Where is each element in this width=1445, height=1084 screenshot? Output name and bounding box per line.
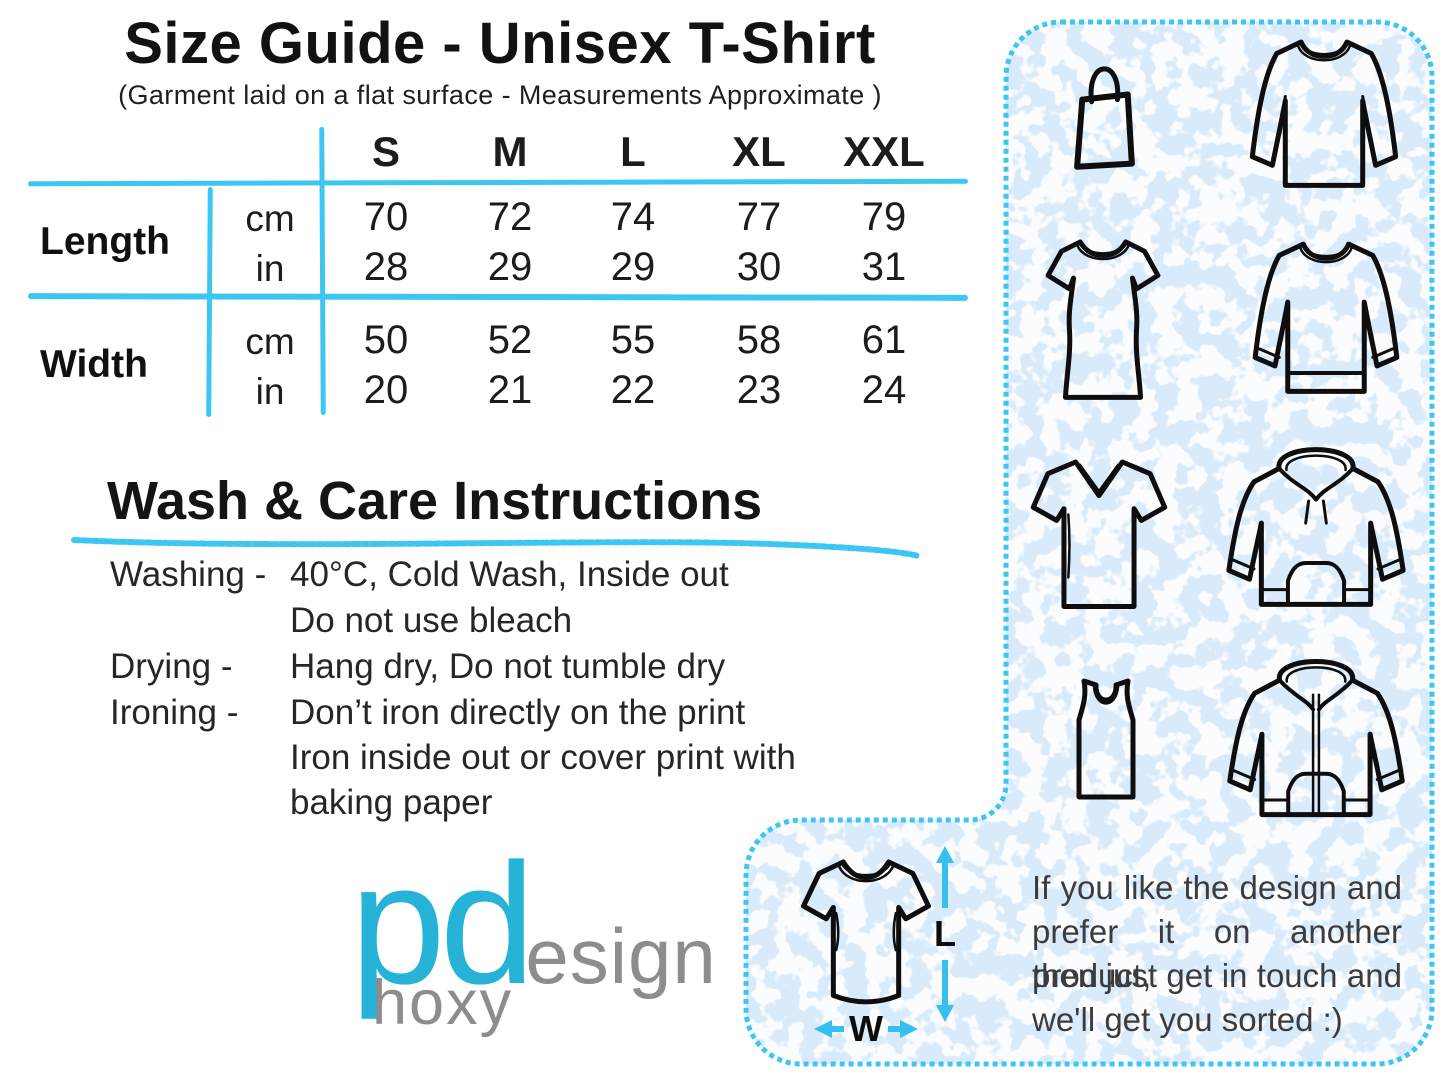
care-label-washing: Washing - xyxy=(110,555,267,594)
width-cm-xxl: 61 xyxy=(861,318,907,362)
care-text-ironing-3: baking paper xyxy=(290,783,493,822)
arrow-down-icon xyxy=(936,960,954,1022)
care-label-drying: Drying - xyxy=(110,647,233,686)
panel-note-line-3: then just get in touch and xyxy=(1032,957,1402,994)
care-text-washing-1: 40°C, Cold Wash, Inside out xyxy=(290,555,729,594)
zip-hoodie-icon xyxy=(1221,650,1411,836)
brand-logo-hoxy: hoxy xyxy=(372,968,514,1038)
width-in-m: 21 xyxy=(487,368,533,412)
length-cm-m: 72 xyxy=(487,195,533,239)
pullover-hoodie-icon xyxy=(1220,438,1412,626)
panel-note-line-1: If you like the design and xyxy=(1032,869,1402,906)
arrow-up-icon xyxy=(936,846,954,908)
length-in-l: 29 xyxy=(610,245,656,289)
length-in-xl: 30 xyxy=(736,245,782,289)
width-in-xl: 23 xyxy=(736,368,782,412)
row-label-length: Length xyxy=(40,220,170,263)
length-cm-xxl: 79 xyxy=(861,195,907,239)
page-title: Size Guide - Unisex T-Shirt xyxy=(124,11,876,76)
long-sleeve-shirt-icon xyxy=(1238,30,1410,206)
brand-logo-pd: pd xyxy=(350,828,535,1020)
size-col-header-xl: XL xyxy=(732,128,786,175)
width-unit-cm: cm xyxy=(245,321,295,362)
panel-note-line-4: we'll get you sorted :) xyxy=(1032,1001,1343,1038)
t-shirt-measure-icon xyxy=(795,846,937,1020)
width-measure: W xyxy=(814,1006,918,1052)
width-measure-label: W xyxy=(849,1008,883,1049)
sweatshirt-icon xyxy=(1241,230,1411,414)
care-text-drying: Hang dry, Do not tumble dry xyxy=(290,647,726,686)
width-in-s: 20 xyxy=(363,368,409,412)
length-unit-cm: cm xyxy=(245,198,295,239)
length-cm-xl: 77 xyxy=(736,195,782,239)
length-in-m: 29 xyxy=(487,245,533,289)
care-heading-underline xyxy=(71,537,921,559)
width-unit-in: in xyxy=(255,371,285,412)
panel-note-line-2: prefer it on another product, xyxy=(1032,913,1402,994)
care-text-ironing-1: Don’t iron directly on the print xyxy=(290,693,746,732)
width-cm-s: 50 xyxy=(363,318,409,362)
v-neck-t-shirt-icon xyxy=(1026,446,1172,624)
length-in-xxl: 31 xyxy=(861,245,907,289)
size-col-header-s: S xyxy=(371,128,400,175)
arrow-left-icon xyxy=(814,1020,844,1038)
arrow-right-icon xyxy=(887,1020,918,1038)
length-measure-label: L xyxy=(934,913,956,954)
width-cm-m: 52 xyxy=(487,318,533,362)
care-text-ironing-2: Iron inside out or cover print with xyxy=(290,738,796,777)
care-text-washing-2: Do not use bleach xyxy=(290,601,573,640)
width-in-l: 22 xyxy=(610,368,656,412)
length-cm-l: 74 xyxy=(610,195,656,239)
care-label-ironing: Ironing - xyxy=(110,693,239,732)
row-label-width: Width xyxy=(40,343,148,386)
brand-logo-esign: esign xyxy=(525,912,717,1000)
width-cm-xl: 58 xyxy=(736,318,782,362)
width-in-xxl: 24 xyxy=(861,368,907,412)
brand-logo: pdesign xyxy=(350,838,717,1010)
length-measure: L xyxy=(925,846,965,1022)
width-cm-l: 55 xyxy=(610,318,656,362)
size-col-header-m: M xyxy=(492,128,528,175)
tank-top-icon xyxy=(1056,650,1156,830)
length-cm-s: 70 xyxy=(363,195,409,239)
care-heading: Wash & Care Instructions xyxy=(107,471,763,531)
size-col-header-l: L xyxy=(620,128,646,175)
fitted-t-shirt-icon xyxy=(1036,232,1170,410)
tote-bag-icon xyxy=(1062,48,1148,174)
page-subtitle: (Garment laid on a flat surface - Measur… xyxy=(118,80,882,110)
length-in-s: 28 xyxy=(363,245,409,289)
length-unit-in: in xyxy=(255,248,285,289)
size-col-header-xxl: XXL xyxy=(843,128,925,175)
panel-stitched-border xyxy=(743,19,1435,1067)
